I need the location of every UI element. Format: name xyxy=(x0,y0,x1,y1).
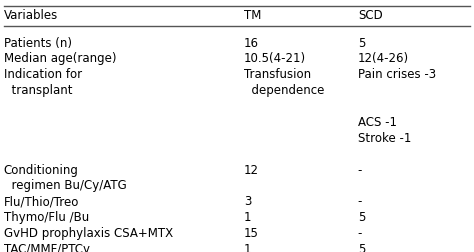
Text: GvHD prophylaxis CSA+MTX: GvHD prophylaxis CSA+MTX xyxy=(4,227,173,240)
Text: transplant: transplant xyxy=(4,84,73,97)
Text: Variables: Variables xyxy=(4,9,58,22)
Text: -: - xyxy=(358,195,362,208)
Text: Indication for: Indication for xyxy=(4,68,82,81)
Text: 5: 5 xyxy=(358,211,365,224)
Text: 1: 1 xyxy=(244,243,252,252)
Text: TM: TM xyxy=(244,9,262,22)
Text: 10.5(4-21): 10.5(4-21) xyxy=(244,52,306,66)
Text: TAC/MMF/PTCy: TAC/MMF/PTCy xyxy=(4,243,90,252)
Text: Pain crises -3: Pain crises -3 xyxy=(358,68,436,81)
Text: 5: 5 xyxy=(358,243,365,252)
Text: Conditioning: Conditioning xyxy=(4,164,79,177)
Text: SCD: SCD xyxy=(358,9,383,22)
Text: 16: 16 xyxy=(244,37,259,50)
Text: Patients (n): Patients (n) xyxy=(4,37,72,50)
Text: 12(4-26): 12(4-26) xyxy=(358,52,409,66)
Text: 3: 3 xyxy=(244,195,252,208)
Text: Flu/Thio/Treo: Flu/Thio/Treo xyxy=(4,195,79,208)
Text: Thymo/Flu /Bu: Thymo/Flu /Bu xyxy=(4,211,89,224)
Text: Median age(range): Median age(range) xyxy=(4,52,116,66)
Text: Transfusion: Transfusion xyxy=(244,68,311,81)
Text: ACS -1: ACS -1 xyxy=(358,116,397,129)
Text: 15: 15 xyxy=(244,227,259,240)
Text: dependence: dependence xyxy=(244,84,325,97)
Text: -: - xyxy=(358,164,362,177)
Text: 5: 5 xyxy=(358,37,365,50)
Text: -: - xyxy=(358,227,362,240)
Text: 12: 12 xyxy=(244,164,259,177)
Text: 1: 1 xyxy=(244,211,252,224)
Text: Stroke -1: Stroke -1 xyxy=(358,132,411,145)
Text: regimen Bu/Cy/ATG: regimen Bu/Cy/ATG xyxy=(4,179,127,193)
